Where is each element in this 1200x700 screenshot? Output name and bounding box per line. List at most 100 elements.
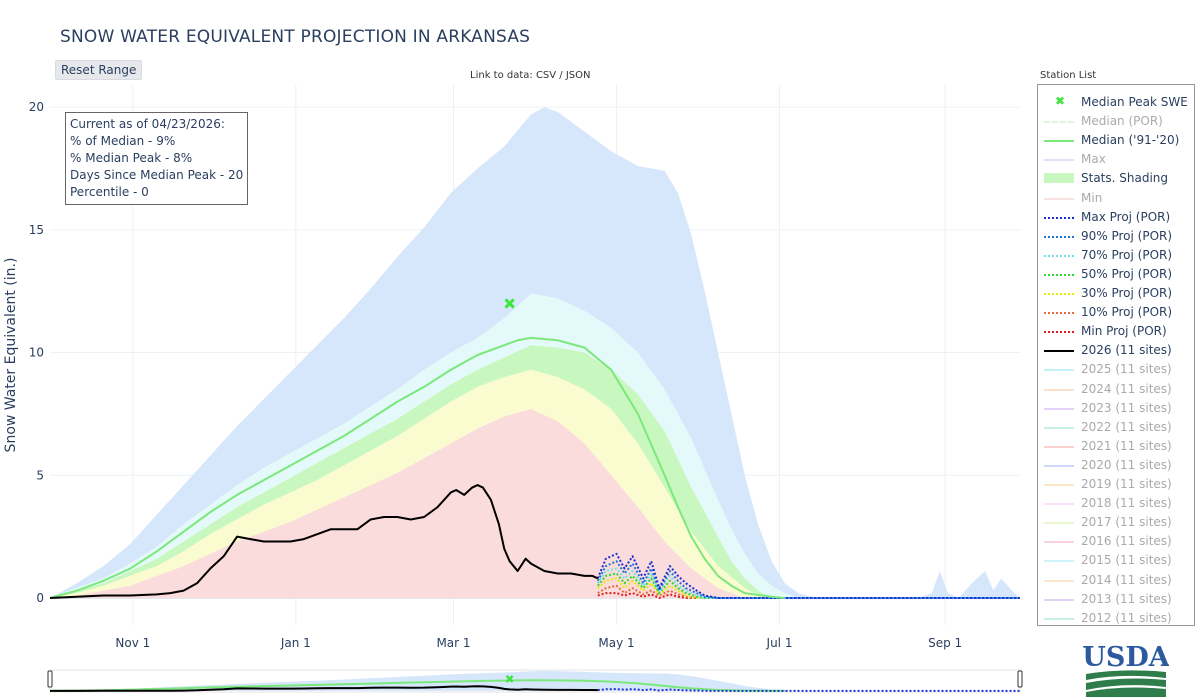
legend-marker-icon: ✖ [1055, 94, 1066, 108]
projection-30 [597, 577, 705, 599]
legend-symbol [1044, 541, 1074, 544]
legend-symbol [1044, 273, 1074, 276]
projection-50 [597, 572, 719, 599]
legend-symbol [1044, 350, 1074, 353]
legend-symbol [1044, 407, 1074, 410]
legend-symbol [1044, 598, 1074, 601]
legend-item[interactable]: 2019 (11 sites) [1038, 475, 1194, 494]
legend-label: Median (POR) [1081, 114, 1163, 129]
legend-label: 2024 (11 sites) [1081, 381, 1172, 396]
band-50-30 [50, 369, 772, 598]
legend-item[interactable]: 2021 (11 sites) [1038, 437, 1194, 456]
status-pct-median: % of Median - 9% [70, 134, 176, 148]
legend-label: 50% Proj (POR) [1081, 266, 1173, 281]
station-list-label[interactable]: Station List [1040, 70, 1097, 81]
legend-label: 30% Proj (POR) [1081, 286, 1173, 300]
legend-item[interactable]: 2018 (11 sites) [1038, 494, 1194, 513]
usda-logo: USDA [1083, 642, 1169, 697]
legend-label: 2019 (11 sites) [1081, 477, 1172, 491]
legend-symbol [1044, 560, 1074, 563]
legend-item[interactable]: Min Proj (POR) [1038, 322, 1194, 341]
legend-item[interactable]: Max Proj (POR) [1038, 208, 1194, 227]
legend-item[interactable]: 2025 (11 sites) [1038, 360, 1194, 379]
legend-item[interactable]: 2015 (11 sites) [1038, 551, 1194, 570]
legend-symbol [1044, 522, 1074, 525]
legend-symbol [1044, 216, 1074, 219]
legend-symbol [1044, 503, 1074, 506]
legend-label: 2018 (11 sites) [1081, 496, 1172, 511]
legend-symbol [1044, 121, 1074, 124]
legend-item[interactable]: Stats. Shading [1038, 169, 1194, 188]
legend-item[interactable]: Median (POR) [1038, 112, 1194, 131]
legend-item[interactable]: 70% Proj (POR) [1038, 246, 1194, 265]
band-30-min [50, 409, 745, 598]
legend-item[interactable]: 2020 (11 sites) [1038, 456, 1194, 475]
legend-label: 2014 (11 sites) [1081, 572, 1172, 587]
y-tick-label: 15 [29, 223, 44, 237]
range-slider-peak-x [505, 675, 514, 683]
legend-item[interactable]: Median ('91-'20) [1038, 131, 1194, 150]
legend-symbol [1044, 293, 1074, 295]
legend-item[interactable]: 2014 (11 sites) [1038, 571, 1194, 590]
range-slider-left-handle[interactable] [47, 670, 53, 688]
median-peak-marker [504, 298, 515, 309]
legend-item[interactable]: 10% Proj (POR) [1038, 303, 1194, 322]
legend: ✖ Median Peak SWE Median (POR) Median ('91-… [1037, 84, 1195, 626]
json-link[interactable]: JSON [565, 70, 591, 81]
link-separator: / [556, 70, 566, 81]
legend-item[interactable]: 2026 (11 sites) [1038, 341, 1194, 360]
legend-item[interactable]: 2016 (11 sites) [1038, 532, 1194, 551]
csv-link[interactable]: CSV [535, 70, 557, 81]
data-links: Link to data: CSV / JSON [470, 70, 591, 81]
range-slider-right-handle[interactable] [1017, 670, 1023, 688]
legend-item[interactable]: ✖ Median Peak SWE [1038, 93, 1194, 112]
legend-label: Stats. Shading [1081, 171, 1169, 186]
range-slider-median [49, 679, 785, 692]
legend-item[interactable]: 30% Proj (POR) [1038, 284, 1194, 303]
legend-label: 2020 (11 sites) [1081, 457, 1172, 472]
current-year-line [49, 484, 599, 599]
legend-symbol [1044, 312, 1074, 315]
legend-item[interactable]: 2013 (11 sites) [1038, 590, 1194, 609]
legend-symbol [1044, 331, 1074, 334]
link-label: Link to data: [470, 70, 536, 81]
band-late-season [851, 571, 1020, 598]
band-max-90 [50, 107, 825, 598]
y-tick-label: 10 [29, 346, 44, 360]
legend-item[interactable]: 2017 (11 sites) [1038, 513, 1194, 532]
legend-symbol [1044, 254, 1074, 257]
legend-item[interactable]: Min [1038, 189, 1194, 208]
legend-label: 2017 (11 sites) [1081, 515, 1172, 530]
range-slider-current [49, 685, 598, 692]
legend-label: 70% Proj (POR) [1081, 247, 1173, 262]
legend-item[interactable]: 2012 (11 sites) [1038, 609, 1194, 625]
legend-symbol [1044, 464, 1074, 467]
legend-symbol [1044, 173, 1074, 184]
legend-item[interactable]: 2022 (11 sites) [1038, 418, 1194, 437]
legend-item[interactable]: 90% Proj (POR) [1038, 227, 1194, 246]
legend-symbol [1044, 140, 1074, 143]
legend-item[interactable]: 2023 (11 sites) [1038, 399, 1194, 418]
range-slider-projection [597, 688, 1020, 692]
legend-symbol [1044, 369, 1074, 372]
status-days-since-peak: Days Since Median Peak - 20 [70, 168, 244, 182]
projection-90 [596, 560, 1020, 599]
x-tick-label: Mar 1 [436, 636, 470, 650]
legend-item[interactable]: 50% Proj (POR) [1038, 265, 1194, 284]
swe-chart[interactable]: 0 5 10 15 20 Nov 1 Jan 1 Mar 1 May 1 Jul 1 Sep 1 Sn… [0, 0, 1030, 700]
legend-label: Min [1081, 190, 1103, 205]
reset-range-button[interactable]: Reset Range [55, 60, 143, 80]
legend-symbol [1044, 579, 1074, 582]
status-percentile: Percentile - 0 [70, 185, 149, 199]
legend-item[interactable]: Max [1038, 150, 1194, 169]
legend-symbol [1044, 197, 1074, 200]
status-date: Current as of 04/23/2026: [70, 117, 225, 131]
legend-symbol [1044, 426, 1074, 429]
legend-label: 2015 (11 sites) [1081, 553, 1172, 568]
y-axis-label: Snow Water Equivalent (in.) [3, 258, 19, 453]
legend-label: 10% Proj (POR) [1081, 305, 1173, 320]
chart-title: SNOW WATER EQUIVALENT PROJECTION IN ARKA… [60, 27, 531, 47]
legend-item[interactable]: 2024 (11 sites) [1038, 380, 1194, 399]
projection-min [597, 592, 697, 599]
legend-label: Max Proj (POR) [1081, 209, 1171, 224]
